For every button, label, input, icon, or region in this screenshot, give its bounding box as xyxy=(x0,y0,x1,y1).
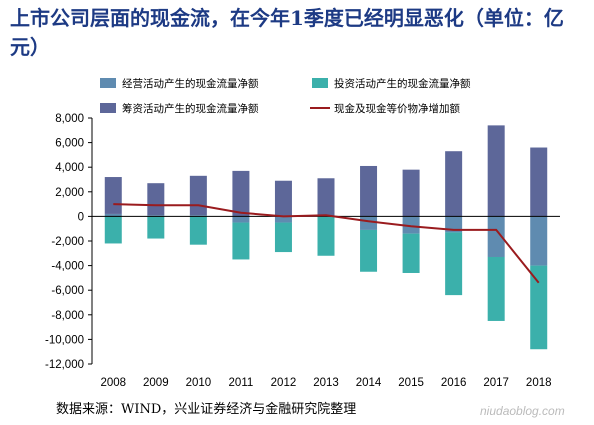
bars xyxy=(104,125,548,350)
bar xyxy=(445,151,463,217)
x-tick-label: 2012 xyxy=(271,377,297,389)
bar xyxy=(189,215,207,217)
x-tick-label: 2014 xyxy=(356,377,382,389)
bar xyxy=(530,147,548,217)
legend-swatch xyxy=(100,103,116,113)
bar xyxy=(317,216,335,256)
legend-label: 筹资活动产生的现金流量净额 xyxy=(122,102,259,115)
legend-label: 现金及现金等价物净增加额 xyxy=(334,102,460,115)
y-tick-label: 2,000 xyxy=(55,187,84,199)
net-change-line xyxy=(113,203,540,284)
bar xyxy=(402,216,420,234)
y-tick-label: -8,000 xyxy=(51,310,84,322)
bar xyxy=(274,222,292,253)
bar xyxy=(104,216,122,244)
x-tick-label: 2015 xyxy=(398,377,424,389)
x-tick-label: 2008 xyxy=(100,377,126,389)
x-axis: 2008 2009 2010 2011 2012 2013 2014 2015 2016 2017… xyxy=(100,377,551,389)
x-tick-label: 2013 xyxy=(313,377,339,389)
bar xyxy=(147,215,165,217)
bar xyxy=(360,216,378,230)
bar xyxy=(487,216,505,257)
bar xyxy=(402,233,420,273)
bar xyxy=(487,125,505,217)
y-tick-label: -2,000 xyxy=(51,236,84,248)
y-tick-label: 6,000 xyxy=(55,138,84,150)
bar xyxy=(360,165,378,217)
legend-label: 投资活动产生的现金流量净额 xyxy=(334,77,471,90)
bar xyxy=(274,216,292,223)
y-tick-label: -12,000 xyxy=(45,359,84,371)
bar xyxy=(232,216,250,223)
bar xyxy=(530,265,548,350)
y-tick-label: 8,000 xyxy=(55,113,84,125)
bar xyxy=(232,222,250,260)
bar xyxy=(104,177,122,214)
y-tick-label: -10,000 xyxy=(45,334,84,346)
legend-swatch xyxy=(312,78,328,88)
legend-label: 经营活动产生的现金流量净额 xyxy=(122,77,259,90)
y-axis: 8,000 6,000 4,000 2,000 0 -2,000 -4,000 -6,000 -… xyxy=(45,113,93,371)
bar xyxy=(147,216,165,239)
bar xyxy=(487,256,505,321)
x-tick-label: 2016 xyxy=(441,377,467,389)
bar xyxy=(317,178,335,217)
x-tick-label: 2010 xyxy=(186,377,212,389)
legend-swatch xyxy=(100,78,116,88)
x-tick-label: 2018 xyxy=(526,377,552,389)
bar xyxy=(189,175,207,216)
y-tick-label: 0 xyxy=(78,211,84,223)
net-change-line-layer xyxy=(113,203,540,284)
source-note: 数据来源：WIND，兴业证券经济与金融研究院整理 xyxy=(56,402,357,417)
bar xyxy=(274,180,292,217)
y-tick-label: -6,000 xyxy=(51,285,84,297)
bar xyxy=(104,213,122,217)
chart-title: 上市公司层面的现金流，在今年1季度已经明显恶化（单位：亿元） xyxy=(10,6,564,59)
bar xyxy=(360,229,378,272)
bar xyxy=(232,170,250,217)
bar xyxy=(530,216,548,266)
watermark: niudaoblog.com xyxy=(480,404,565,418)
bar xyxy=(147,183,165,216)
y-tick-label: -4,000 xyxy=(51,261,84,273)
bar xyxy=(402,169,420,217)
y-tick-label: 4,000 xyxy=(55,162,84,174)
bar xyxy=(445,232,463,296)
bar xyxy=(189,216,207,245)
x-tick-label: 2009 xyxy=(143,377,169,389)
x-tick-label: 2011 xyxy=(229,377,254,389)
bar xyxy=(445,216,463,233)
x-tick-label: 2017 xyxy=(483,377,509,389)
